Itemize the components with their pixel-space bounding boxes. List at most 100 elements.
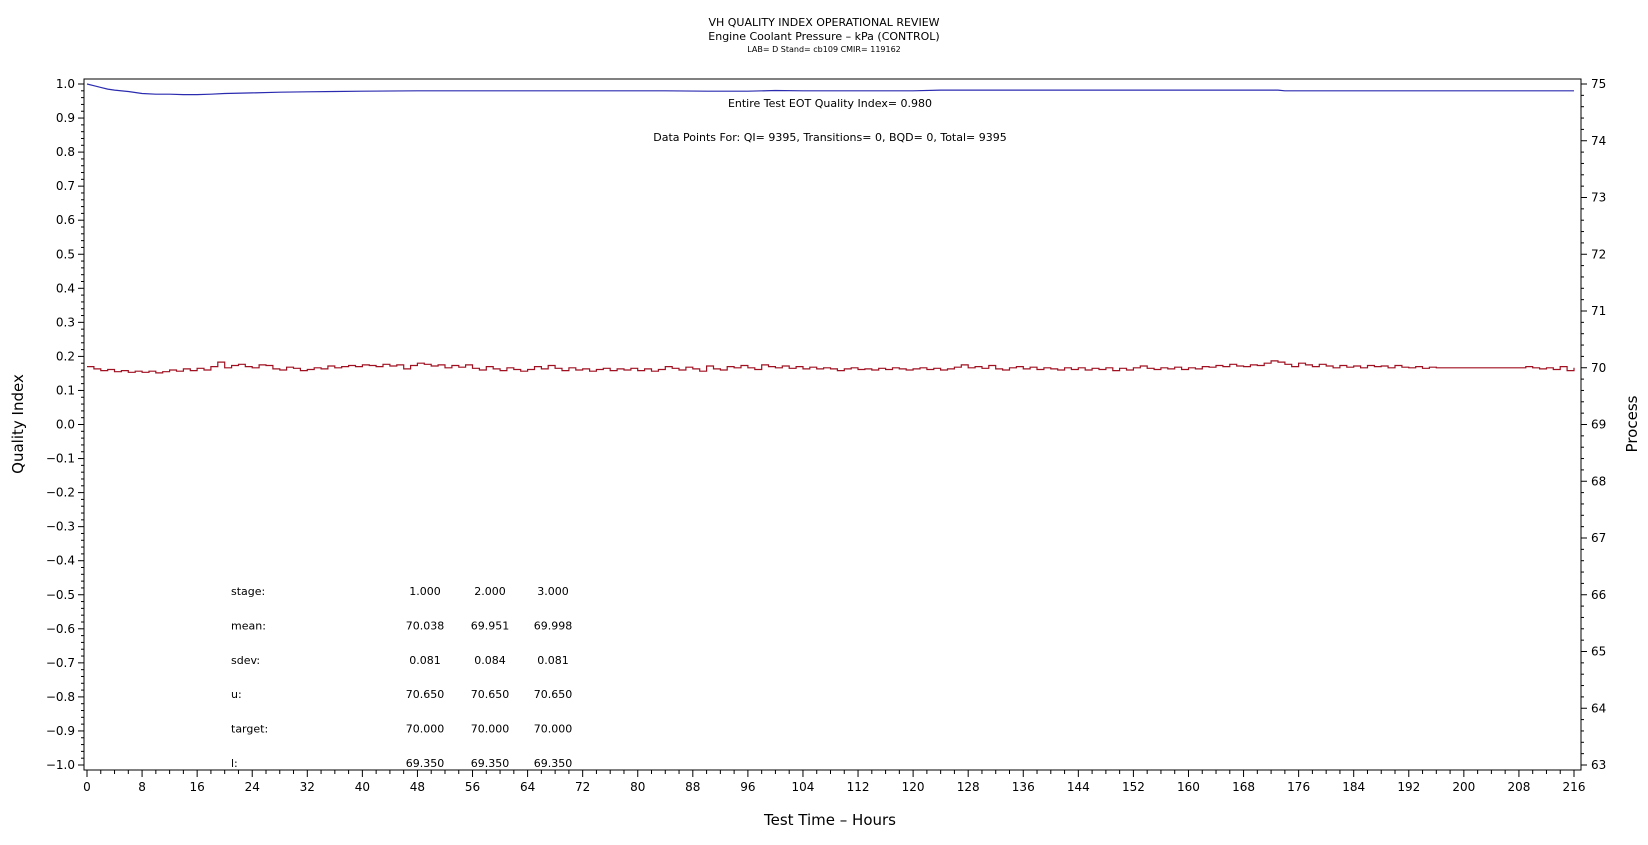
stats-cell: 1.000 [409,585,441,598]
stats-cell: 0.084 [474,654,506,667]
y-tick-label: −1.0 [46,758,75,772]
y-tick-label: 0.7 [56,179,75,193]
stats-cell: 70.000 [534,723,573,736]
y-tick-label: 1.0 [56,77,75,91]
stats-row-label: l: [231,757,238,770]
x-tick-label: 128 [957,780,980,794]
y-tick-label: −0.7 [46,656,75,670]
y-tick-label: −0.3 [46,520,75,534]
y-tick-label: 0.3 [56,315,75,329]
bottom-axis: 0 8 16 24 32 40 48 56 64 72 80 88 96 104 112 120 128 136 1… [83,770,1585,794]
stats-row-label: mean: [231,619,266,632]
y-tick-label: −0.4 [46,554,75,568]
stats-cell: 0.081 [537,654,569,667]
x-tick-label: 16 [190,780,205,794]
y2-tick-label: 75 [1591,77,1606,91]
right-axis: 75 74 73 72 71 70 69 68 67 66 65 64 63 [1581,77,1606,772]
y2-tick-label: 63 [1591,758,1606,772]
y2-tick-label: 74 [1591,134,1606,148]
x-tick-label: 200 [1452,780,1475,794]
y2-tick-label: 72 [1591,247,1606,261]
stats-cell: 3.000 [537,585,569,598]
stats-row-label: stage: [231,585,265,598]
left-axis: 1.0 0.9 0.8 0.7 0.6 0.5 0.4 0.3 0.2 0.1 0.0 −0.1 −0.… [46,77,84,772]
stats-cell: 70.000 [406,723,445,736]
stats-row-label: target: [231,723,268,736]
x-tick-label: 48 [410,780,425,794]
stats-cell: 69.998 [534,619,573,632]
chart-subtitle-2: LAB= D Stand= cb109 CMIR= 119162 [747,45,901,54]
x-tick-label: 192 [1397,780,1420,794]
y-tick-label: 0.4 [56,281,75,295]
y-tick-label: 0.9 [56,111,75,125]
x-tick-label: 72 [575,780,590,794]
x-axis-label: Test Time – Hours [763,811,896,829]
x-tick-label: 56 [465,780,480,794]
x-tick-label: 216 [1563,780,1586,794]
plot-frame [83,78,1582,771]
x-tick-label: 176 [1287,780,1310,794]
y-tick-label: 0.8 [56,145,75,159]
y-tick-label: −0.2 [46,486,75,500]
chart-title: VH QUALITY INDEX OPERATIONAL REVIEW [708,16,939,29]
stats-cell: 69.350 [534,757,573,770]
series-layer [86,83,1575,374]
series-line-2 [87,360,1575,374]
x-tick-label: 168 [1232,780,1255,794]
y2-tick-label: 67 [1591,531,1606,545]
y-tick-label: 0.2 [56,349,75,363]
y-tick-label: 0.6 [56,213,75,227]
stats-cell: 70.000 [471,723,510,736]
x-tick-label: 104 [792,780,815,794]
stats-row-label: u: [231,688,242,701]
y-tick-label: −0.9 [46,724,75,738]
stats-cell: 70.038 [406,619,445,632]
y2-axis-label: Process [1623,395,1641,452]
x-tick-label: 144 [1067,780,1090,794]
x-tick-label: 40 [355,780,370,794]
stats-cell: 69.951 [471,619,510,632]
y-tick-label: 0.0 [56,418,75,432]
stats-cell: 70.650 [534,688,573,701]
x-tick-label: 112 [847,780,870,794]
y2-tick-label: 66 [1591,588,1606,602]
y2-tick-label: 68 [1591,474,1606,488]
stats-cell: 70.650 [471,688,510,701]
x-tick-label: 32 [300,780,315,794]
y2-tick-label: 70 [1591,361,1606,375]
y-tick-label: −0.6 [46,622,75,636]
y2-tick-label: 71 [1591,304,1606,318]
y2-tick-label: 65 [1591,645,1606,659]
y-tick-label: −0.5 [46,588,75,602]
x-tick-label: 184 [1342,780,1365,794]
y2-tick-label: 69 [1591,418,1606,432]
y-tick-label: −0.8 [46,690,75,704]
y2-tick-label: 73 [1591,191,1606,205]
y2-tick-label: 64 [1591,701,1606,715]
y-axis-label: Quality Index [9,374,27,474]
x-tick-label: 96 [740,780,755,794]
x-tick-label: 24 [245,780,260,794]
series-line-1 [86,83,1574,96]
x-tick-label: 120 [902,780,925,794]
y-tick-label: 0.5 [56,247,75,261]
stats-cell: 69.350 [471,757,510,770]
x-tick-label: 160 [1177,780,1200,794]
stats-row-label: sdev: [231,654,260,667]
eot-quality-index-note: Entire Test EOT Quality Index= 0.980 [728,97,932,110]
x-tick-label: 8 [138,780,146,794]
x-tick-label: 152 [1122,780,1145,794]
stats-cell: 0.081 [409,654,441,667]
stats-cell: 69.350 [406,757,445,770]
stats-table: stage: 1.000 2.000 3.000 mean: 70.038 69.951 69… [231,585,572,770]
x-tick-label: 0 [83,780,91,794]
x-tick-label: 64 [520,780,535,794]
x-tick-label: 136 [1012,780,1035,794]
chart-subtitle: Engine Coolant Pressure – kPa (CONTROL) [708,30,939,43]
x-tick-label: 208 [1507,780,1530,794]
stats-cell: 2.000 [474,585,506,598]
x-tick-label: 88 [685,780,700,794]
y-tick-label: −0.1 [46,452,75,466]
y-tick-label: 0.1 [56,383,75,397]
